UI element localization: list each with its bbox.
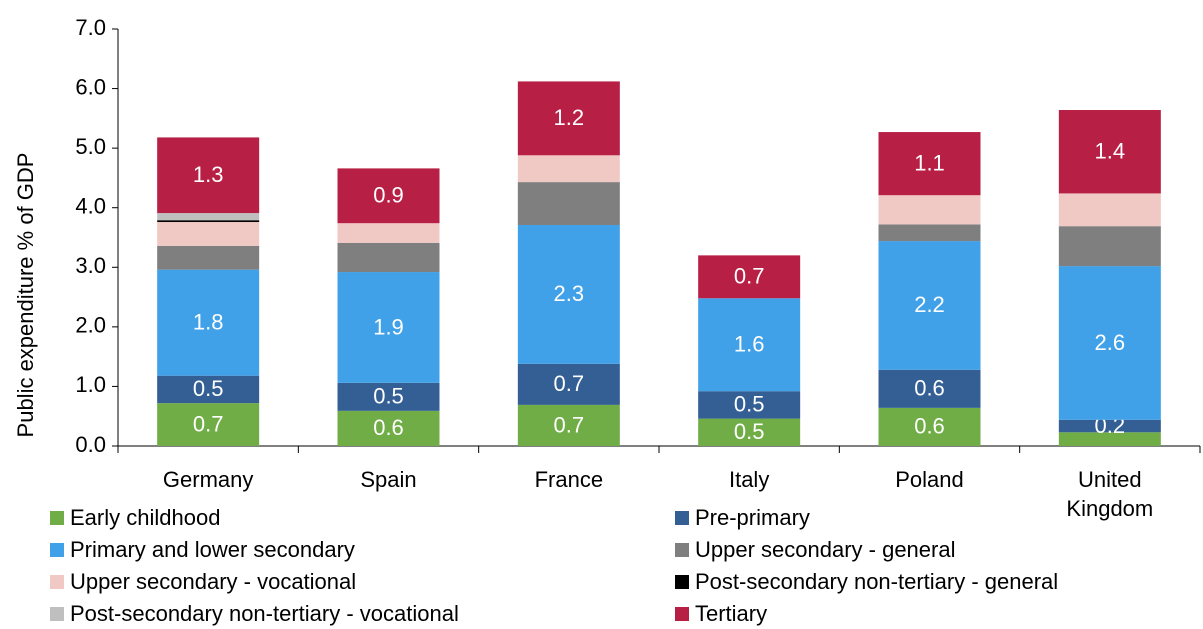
bar-segment [337, 410, 440, 446]
data-label: 0.9 [373, 183, 404, 208]
legend-label: Post-secondary non-tertiary - general [695, 569, 1059, 594]
legend-label: Tertiary [695, 601, 768, 626]
bar-segment [1058, 110, 1161, 194]
data-label: 2.2 [914, 292, 945, 317]
x-tick-label: Poland [895, 467, 964, 492]
data-label: 0.6 [914, 376, 945, 401]
legend-item: Early childhood [50, 505, 220, 531]
y-tick-label: 1.0 [75, 372, 106, 397]
bar-segment [878, 224, 981, 242]
x-tick-label: Italy [728, 467, 770, 492]
data-label: 0.6 [373, 415, 404, 440]
legend-item: Pre-primary [675, 505, 810, 531]
x-tick-label: France [534, 467, 604, 492]
bar-segment [878, 132, 981, 196]
bar-segment [157, 222, 260, 246]
bar-segment [337, 382, 440, 411]
bar-segment [517, 155, 620, 183]
bar-segment [698, 391, 801, 419]
data-label: 2.3 [554, 281, 585, 306]
bar-segment [878, 369, 981, 408]
bar-segment [337, 242, 440, 273]
y-tick-label: 0.0 [75, 432, 106, 457]
data-label: 1.9 [373, 314, 404, 339]
bar-segment [157, 375, 260, 404]
legend-item: Primary and lower secondary [50, 537, 355, 563]
data-label: 0.7 [554, 412, 585, 437]
legend-label: Post-secondary non-tertiary - vocational [70, 601, 459, 626]
legend-item: Post-secondary non-tertiary - vocational [50, 601, 459, 627]
x-tick-label: Germany [162, 467, 254, 492]
legend-swatch [675, 511, 689, 525]
bar-segment [878, 241, 981, 370]
data-label: 0.5 [734, 419, 765, 444]
bar-segment [337, 272, 440, 383]
bar-segment [517, 224, 620, 364]
data-label: 0.7 [734, 264, 765, 289]
data-label: 1.1 [914, 150, 945, 175]
data-label: 0.6 [914, 414, 945, 439]
bar-segment [1058, 193, 1161, 227]
data-label: 1.2 [554, 105, 585, 130]
legend-swatch [50, 575, 64, 589]
bar-segment [157, 213, 260, 221]
bar-segment [157, 137, 260, 214]
legend-swatch [675, 575, 689, 589]
bar-segment [1058, 419, 1161, 433]
y-tick-label: 7.0 [75, 15, 106, 40]
legend-item: Post-secondary non-tertiary - general [675, 569, 1058, 595]
y-tick-label: 6.0 [75, 74, 106, 99]
legend-item: Upper secondary - general [675, 537, 955, 563]
legend-label: Upper secondary - general [695, 537, 956, 562]
legend-item: Tertiary [675, 601, 767, 627]
legend-swatch [675, 607, 689, 621]
bar-segment [157, 220, 260, 223]
bar-segment [517, 81, 620, 156]
bar-segment [1058, 266, 1161, 420]
y-tick-label: 3.0 [75, 253, 106, 278]
y-tick-label: 5.0 [75, 134, 106, 159]
data-label: 2.6 [1095, 330, 1126, 355]
data-label: 0.7 [554, 371, 585, 396]
x-tick-label: United Kingdom [1066, 467, 1154, 521]
bar-segment [1058, 432, 1161, 446]
legend-swatch [50, 543, 64, 557]
bar-segment [517, 182, 620, 225]
data-label: 0.5 [373, 384, 404, 409]
bar-segment [878, 407, 981, 446]
y-tick-label: 2.0 [75, 313, 106, 338]
bar-segment [337, 223, 440, 243]
legend-label: Pre-primary [695, 505, 810, 530]
bar-segment [517, 404, 620, 446]
data-label: 1.6 [734, 332, 765, 357]
data-label: 1.4 [1095, 139, 1126, 164]
x-tick-label: Spain [360, 467, 417, 492]
bar-segment [517, 363, 620, 405]
y-axis-label: Public expenditure % of GDP [13, 153, 38, 438]
data-label: 1.3 [193, 162, 224, 187]
legend-label: Upper secondary - vocational [70, 569, 357, 594]
legend-label: Primary and lower secondary [70, 537, 355, 562]
legend-swatch [50, 511, 64, 525]
y-tick-label: 4.0 [75, 194, 106, 219]
bar-segment [698, 298, 801, 392]
data-label: 1.8 [193, 309, 224, 334]
legend-swatch [675, 543, 689, 557]
bar-segment [878, 195, 981, 225]
bar-segment [157, 403, 260, 446]
legend-item: Upper secondary - vocational [50, 569, 356, 595]
data-label: 0.5 [734, 392, 765, 417]
bar-segment [157, 269, 260, 376]
data-label: 0.7 [193, 411, 224, 436]
bar-segment [1058, 226, 1161, 267]
legend-label: Early childhood [70, 505, 221, 530]
bar-segment [698, 255, 801, 299]
data-label: 0.5 [193, 376, 224, 401]
bar-segment [337, 168, 440, 224]
legend-swatch [50, 607, 64, 621]
bar-segment [698, 418, 801, 446]
bar-segment [157, 245, 260, 270]
